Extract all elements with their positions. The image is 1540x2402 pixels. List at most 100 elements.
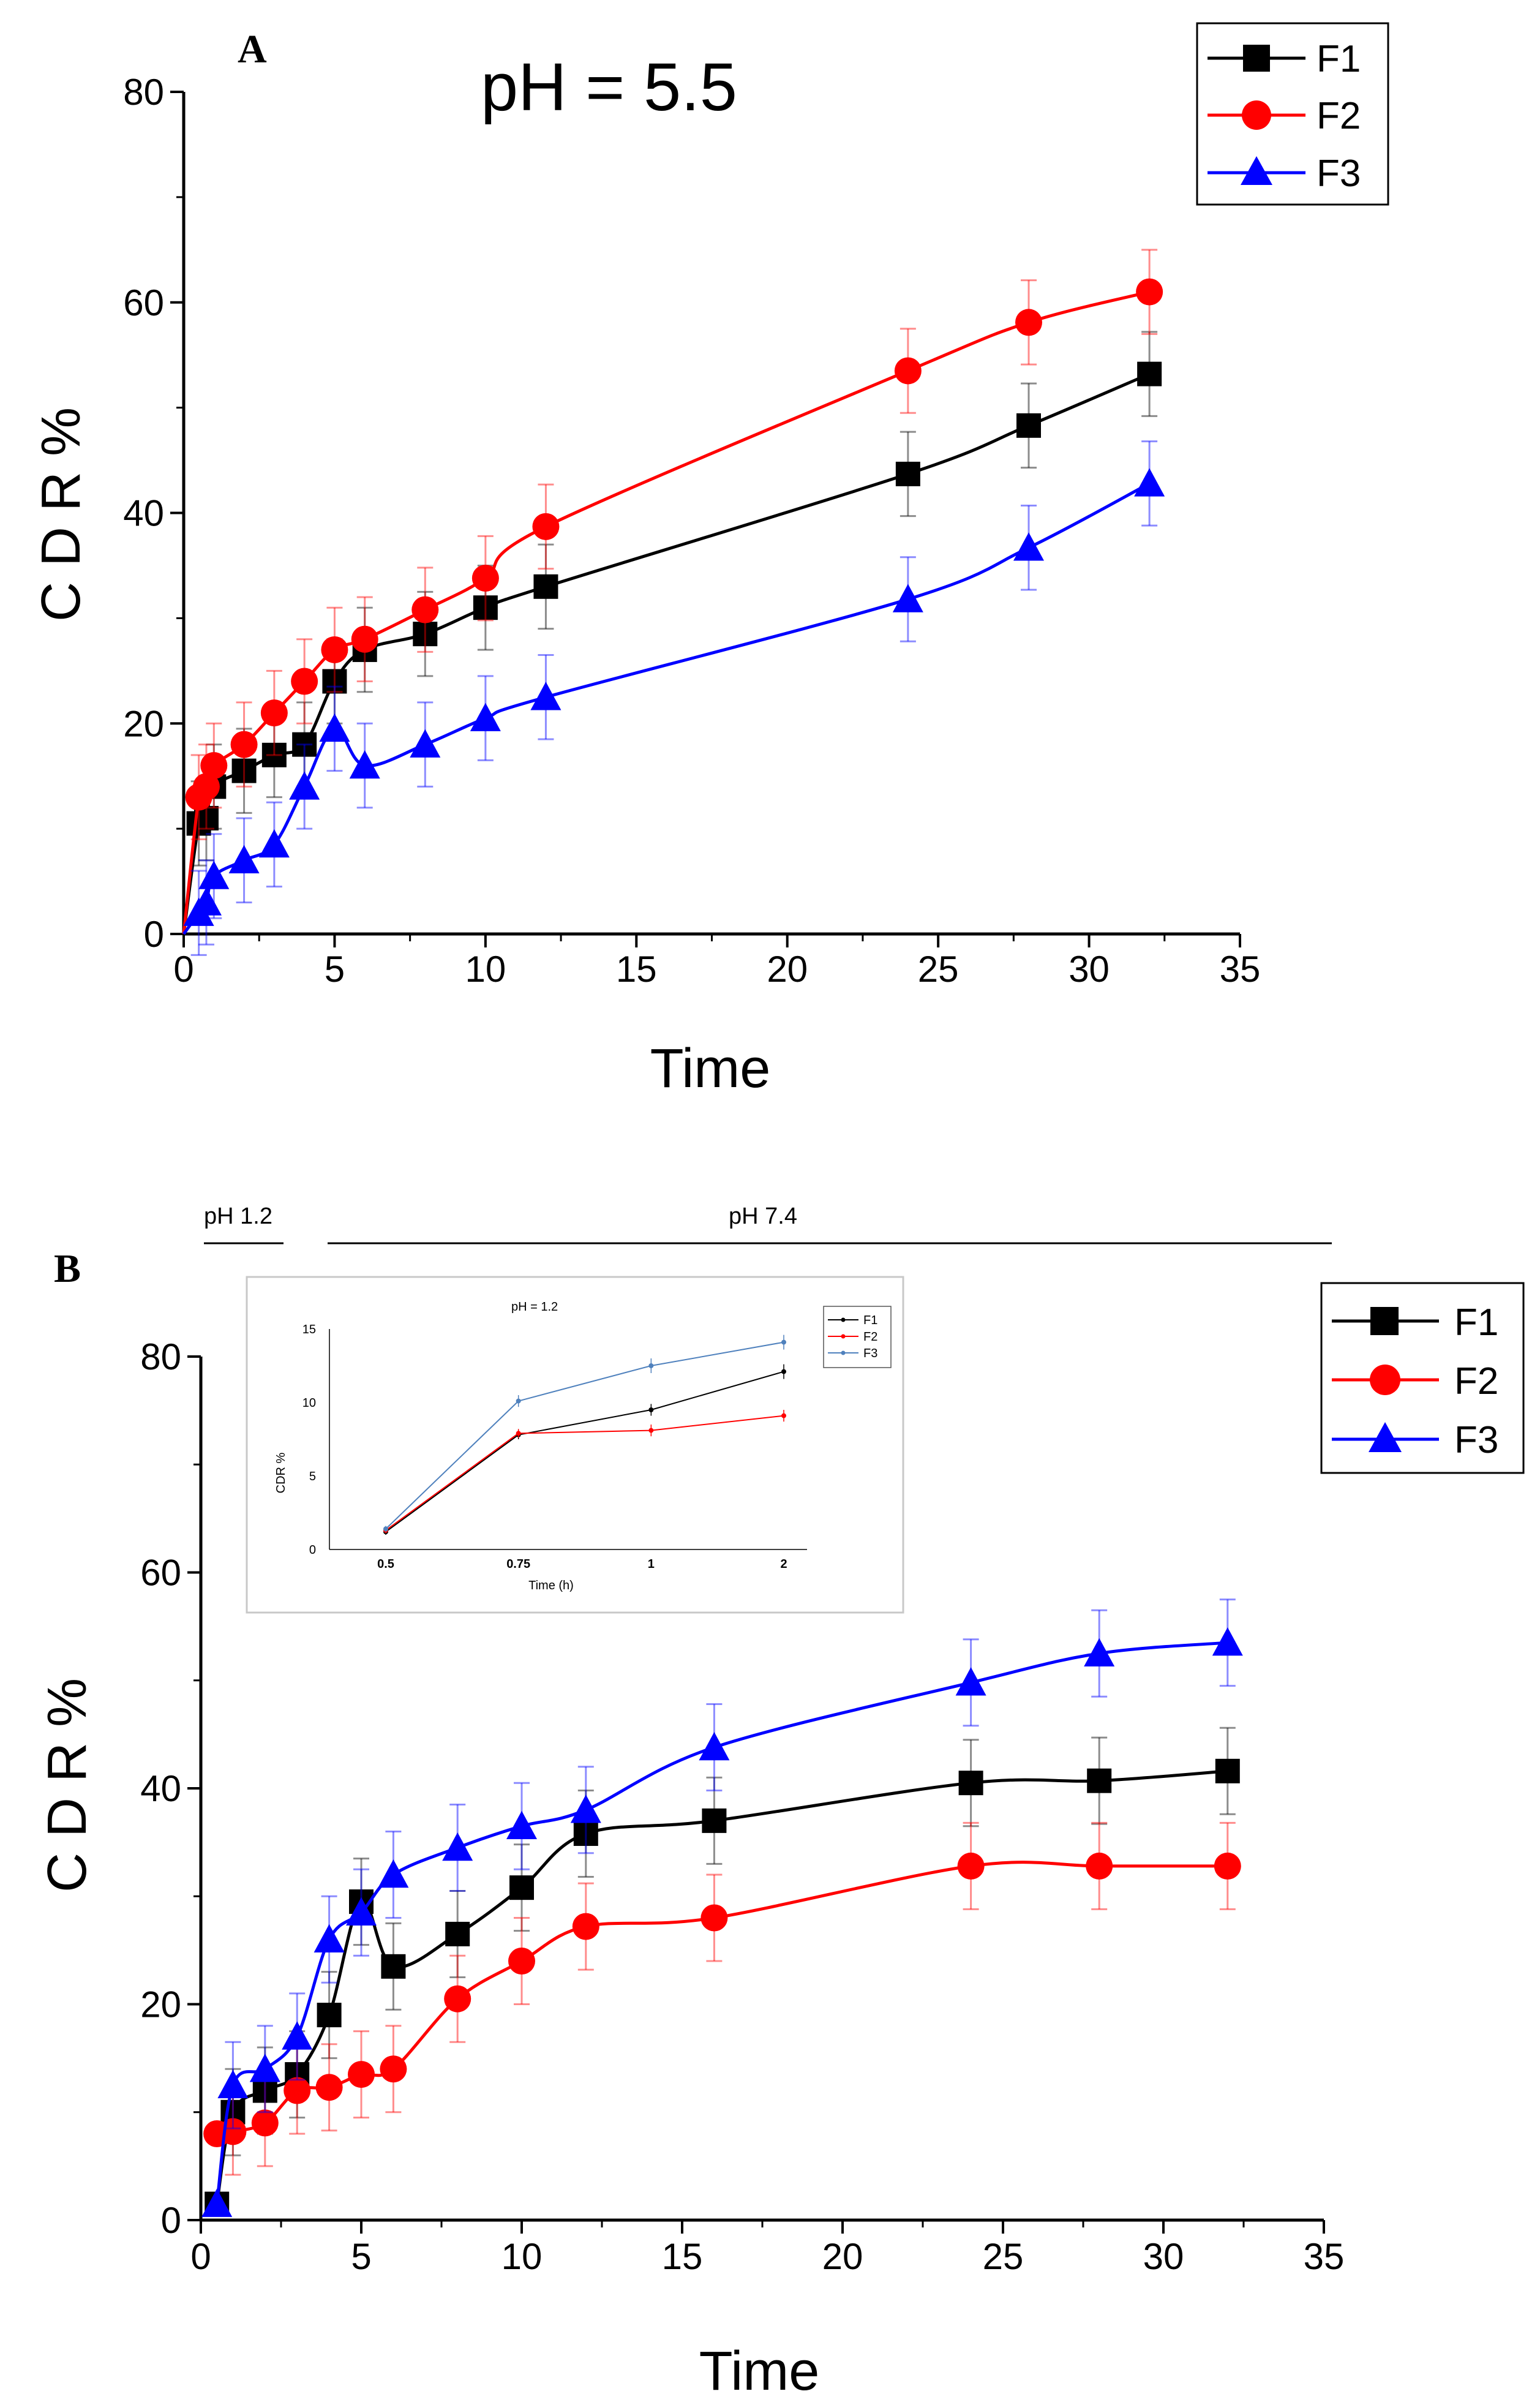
panel-a-marker-f3 bbox=[1013, 532, 1044, 561]
panel-a-y-tick-label: 0 bbox=[144, 914, 164, 955]
panel-b-series-f3 bbox=[201, 1598, 1243, 2217]
panel-a-x-tick-label: 25 bbox=[918, 949, 959, 990]
panel-a-marker-f2 bbox=[1015, 309, 1042, 336]
panel-b-marker-f1 bbox=[509, 1875, 534, 1900]
panel-a-legend: F1 F2 F3 bbox=[1196, 22, 1389, 206]
panel-b-marker-f3 bbox=[201, 2188, 233, 2217]
panel-a-marker-f2 bbox=[200, 752, 228, 779]
inset-marker-f3 bbox=[648, 1363, 654, 1368]
panel-a-marker-f3 bbox=[258, 829, 290, 858]
panel-a-x-axis-title: Time bbox=[650, 1038, 771, 1099]
legend-b-f1-label: F1 bbox=[1454, 1301, 1498, 1344]
panel-b-marker-f2 bbox=[1214, 1852, 1241, 1880]
panel-b-x-tick-label: 30 bbox=[1143, 2236, 1184, 2277]
legend-a-f3-marker bbox=[1241, 156, 1272, 185]
panel-a-x-tick-label: 10 bbox=[465, 949, 506, 990]
inset-legend-f3-label: F3 bbox=[863, 1347, 877, 1360]
inset-marker-f2 bbox=[781, 1413, 786, 1418]
panel-b-marker-f2 bbox=[348, 2061, 375, 2088]
legend-b-f1-marker bbox=[1370, 1307, 1399, 1335]
panel-a-x-tick-label: 35 bbox=[1220, 949, 1261, 990]
inset-legend-f1-marker bbox=[841, 1317, 846, 1322]
inset-marker-f2 bbox=[516, 1431, 521, 1436]
panel-a-y-tick-label: 40 bbox=[123, 493, 164, 534]
panel-b-marker-f1 bbox=[1087, 1768, 1112, 1793]
legend-b-f2-label: F2 bbox=[1454, 1360, 1498, 1402]
panel-a-series-f3 bbox=[182, 440, 1165, 956]
panel-a-marker-f1 bbox=[1016, 413, 1041, 438]
panel-a-marker-f3 bbox=[892, 584, 923, 612]
panel-a-marker-f2 bbox=[321, 636, 348, 663]
panel-b-marker-f3 bbox=[506, 1810, 537, 1839]
inset-x-tick-label: 0.75 bbox=[506, 1557, 530, 1571]
inset-y-axis-title: CDR % bbox=[274, 1452, 288, 1493]
panel-a-marker-f1 bbox=[1137, 361, 1162, 386]
panel-b-series-f1 bbox=[205, 1726, 1240, 2216]
panel-a-marker-f3 bbox=[289, 771, 320, 800]
panel-b-ph-high-label: pH 7.4 bbox=[729, 1203, 797, 1229]
legend-a-f2-marker bbox=[1242, 100, 1271, 130]
panel-a-x-tick-label: 0 bbox=[173, 949, 193, 990]
panel-a-marker-f1 bbox=[292, 732, 317, 757]
panel-a-marker-f3 bbox=[319, 713, 350, 742]
panel-a-marker-f2 bbox=[471, 565, 499, 592]
panel-a-marker-f2 bbox=[351, 625, 378, 653]
panel-b-marker-f2 bbox=[572, 1913, 599, 1940]
inset-line-f2 bbox=[385, 1415, 784, 1531]
inset-marker-f1 bbox=[781, 1369, 786, 1374]
inset-x-tick-label: 1 bbox=[648, 1557, 655, 1571]
panel-a-marker-f2 bbox=[532, 513, 560, 540]
panel-b-marker-f2 bbox=[284, 2077, 311, 2104]
panel-b-x-tick-label: 10 bbox=[501, 2236, 543, 2277]
legend-a-f1-label: F1 bbox=[1317, 38, 1361, 80]
panel-b-marker-f2 bbox=[957, 1852, 985, 1880]
panel-b-marker-f1 bbox=[381, 1954, 406, 1979]
panel-b-x-tick-label: 5 bbox=[351, 2236, 371, 2277]
panel-a-marker-f1 bbox=[322, 669, 347, 694]
panel-b-x-tick-label: 35 bbox=[1304, 2236, 1345, 2277]
panel-a-series-f2 bbox=[182, 249, 1163, 935]
panel-a-y-tick-label: 20 bbox=[123, 703, 164, 744]
inset-x-tick-label: 0.5 bbox=[377, 1557, 394, 1571]
inset-line-f3 bbox=[385, 1341, 784, 1530]
panel-b-legend: F1 F2 F3 bbox=[1320, 1282, 1525, 1474]
panel-a-x-tick-label: 5 bbox=[325, 949, 345, 990]
panel-a-marker-f2 bbox=[230, 731, 258, 758]
panel-b-y-tick-label: 60 bbox=[140, 1553, 181, 1594]
panel-a-marker-f2 bbox=[1136, 278, 1163, 306]
panel-b-y-tick-label: 20 bbox=[140, 1984, 181, 2025]
inset-title: pH = 1.2 bbox=[511, 1300, 558, 1314]
panel-a-marker-f3 bbox=[349, 750, 380, 779]
panel-b-x-axis-title: Time bbox=[699, 2341, 820, 2402]
inset-legend-f3-marker bbox=[841, 1350, 846, 1355]
legend-a-f2-label: F2 bbox=[1317, 95, 1361, 137]
panel-b-series-f2 bbox=[203, 1821, 1241, 2176]
panel-b-y-tick-label: 40 bbox=[140, 1768, 181, 1809]
panel-a-x-tick-label: 30 bbox=[1069, 949, 1110, 990]
panel-b-marker-f3 bbox=[249, 2054, 280, 2082]
panel-a-marker-f1 bbox=[413, 622, 438, 647]
panel-b-marker-f3 bbox=[699, 1732, 730, 1761]
panel-b-marker-f3 bbox=[378, 1859, 409, 1888]
panel-a-x-tick-label: 15 bbox=[616, 949, 657, 990]
inset-line-f1 bbox=[385, 1371, 784, 1533]
legend-b-f3-marker bbox=[1369, 1422, 1402, 1452]
panel-b-marker-f1 bbox=[445, 1921, 470, 1946]
panel-b-letter: B bbox=[54, 1246, 81, 1291]
legend-a-f1-marker bbox=[1243, 45, 1270, 72]
panel-a-marker-f3 bbox=[228, 845, 260, 873]
panel-b-x-tick-label: 20 bbox=[822, 2236, 863, 2277]
panel-b-marker-f3 bbox=[955, 1667, 986, 1696]
panel-b-marker-f2 bbox=[251, 2109, 279, 2137]
panel-a-marker-f1 bbox=[895, 461, 920, 486]
inset-legend-f2-label: F2 bbox=[863, 1330, 877, 1344]
panel-a-marker-f1 bbox=[231, 758, 257, 783]
inset-series-f3 bbox=[383, 1335, 786, 1532]
panel-a-marker-f3 bbox=[190, 887, 222, 916]
panel-b-line-f3 bbox=[215, 1641, 1228, 2204]
inset-marker-f2 bbox=[648, 1428, 654, 1433]
panel-b-marker-f3 bbox=[442, 1832, 473, 1861]
inset-frame bbox=[246, 1276, 904, 1614]
panel-a-marker-f3 bbox=[410, 729, 441, 758]
